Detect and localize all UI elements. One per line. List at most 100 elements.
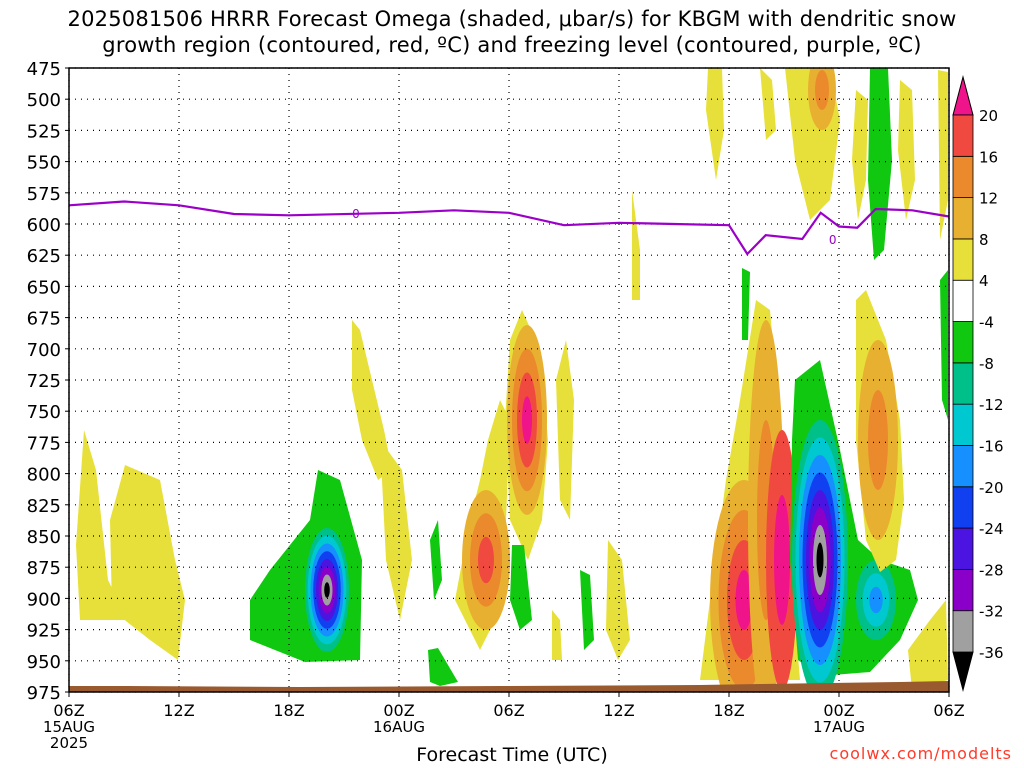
x-tick-sublabel-3-0: 16AUG — [373, 718, 425, 736]
y-tick-label-16: 875 — [27, 558, 61, 579]
colorbar-bin-6 — [952, 403, 974, 446]
colorbar-bin-9 — [952, 279, 974, 322]
area-top-02z — [898, 80, 915, 220]
y-tick-label-13: 800 — [27, 465, 61, 486]
freezing-level-label-1: 0 — [829, 233, 837, 247]
colorbar-label-4: -20 — [979, 479, 1004, 497]
colorbar-label-0: -36 — [979, 644, 1004, 662]
colorbar-label-8: -4 — [979, 314, 994, 332]
x-axis-title: Forecast Time (UTC) — [416, 744, 608, 766]
cell-16aug-19z-ring-3 — [735, 570, 753, 630]
y-tick-label-14: 825 — [27, 496, 61, 517]
x-tick-sublabel-0-1: 2025 — [50, 734, 88, 752]
y-tick-label-4: 575 — [27, 184, 61, 205]
freezing-level-line — [68, 200, 950, 256]
colorbar-bin-11 — [952, 197, 974, 240]
y-tick-label-2: 525 — [27, 121, 61, 142]
area-09z-streak — [556, 340, 574, 520]
x-tick-label-5: 12Z — [603, 701, 634, 720]
y-tick-label-12: 775 — [27, 433, 61, 454]
area-0130z-green — [430, 520, 442, 600]
ground-strip — [69, 681, 949, 692]
area-00z-lower — [380, 440, 412, 620]
colorbar-label-1: -32 — [979, 603, 1004, 621]
omega-shading — [76, 68, 948, 692]
cell-17aug-02z-ring-1 — [868, 390, 888, 490]
colorbar-label-2: -28 — [979, 561, 1004, 579]
y-tick-label-20: 975 — [27, 683, 61, 704]
freezing-level-label-0: 0 — [352, 207, 360, 221]
x-tick-label-6: 18Z — [713, 701, 744, 720]
area-top-01z-green — [868, 68, 892, 260]
area-05z-green — [940, 270, 948, 420]
x-tick-label-2: 18Z — [273, 701, 304, 720]
colorbar-bin-10 — [952, 238, 974, 281]
colorbar-label-5: -16 — [979, 437, 1004, 455]
y-tick-label-6: 625 — [27, 246, 61, 267]
x-tick-sublabel-7-0: 17AUG — [813, 718, 865, 736]
colorbar-label-6: -12 — [979, 396, 1004, 414]
x-tick-label-7: 00Z — [823, 701, 854, 720]
colorbar-label-7: -8 — [979, 355, 994, 373]
colorbar-bin-4 — [952, 486, 974, 529]
colorbar-bin-13 — [952, 114, 974, 157]
colorbar-bin-3 — [952, 527, 974, 570]
area-0130z-low-green — [428, 648, 458, 686]
area-top-18z — [706, 68, 724, 180]
x-tick-label-1: 12Z — [163, 701, 194, 720]
area-18z-green-streak — [742, 268, 750, 340]
colorbar-label-3: -24 — [979, 520, 1004, 538]
cell-16aug-0730z-ring-3 — [522, 396, 532, 444]
x-tick-sublabel-0-0: 15AUG — [43, 718, 95, 736]
title-line-1: 2025081506 HRRR Forecast Omega (shaded, … — [67, 7, 957, 31]
colorbar-label-12: 16 — [979, 148, 998, 166]
y-tick-label-9: 700 — [27, 340, 61, 361]
area-00z-streak — [352, 320, 392, 480]
area-12z-top — [632, 190, 640, 300]
y-tick-label-1: 500 — [27, 90, 61, 111]
colorbar-bin-7 — [952, 362, 974, 405]
area-10z-low — [552, 610, 562, 660]
x-tick-label-3: 00Z — [383, 701, 414, 720]
area-top-00z — [852, 90, 868, 220]
y-axis-ticks: 475 500 525 550 575 600 625 650 675 700 725 750 775 8… — [27, 59, 69, 704]
colorbar-top-arrow — [952, 75, 974, 116]
cell-16aug-05z-ring-2 — [478, 536, 494, 584]
area-08z-green — [510, 545, 532, 630]
x-tick-label-0: 06Z — [53, 701, 84, 720]
cell-17aug-01z-ring-2 — [869, 586, 883, 614]
freezing-level-contour: 00 — [68, 200, 950, 256]
x-tick-label-4: 06Z — [493, 701, 524, 720]
y-tick-label-10: 725 — [27, 371, 61, 392]
area-early-left — [76, 430, 126, 620]
colorbar-bottom-arrow — [952, 651, 974, 692]
colorbar-label-10: 8 — [979, 231, 989, 249]
y-tick-label-15: 850 — [27, 527, 61, 548]
area-top-05z — [938, 70, 948, 240]
y-tick-label-11: 750 — [27, 402, 61, 423]
colorbar-bin-5 — [952, 445, 974, 488]
y-tick-label-7: 650 — [27, 277, 61, 298]
colorbar-label-11: 12 — [979, 190, 998, 208]
y-tick-label-19: 950 — [27, 652, 61, 673]
x-tick-label-8: 06Z — [933, 701, 964, 720]
cell-15aug-20z-ring-7 — [324, 582, 330, 598]
colorbar-label-13: 20 — [979, 107, 998, 125]
colorbar-bin-1 — [952, 610, 974, 653]
cell-16aug-21z-ring-1 — [774, 495, 790, 625]
colorbar-bin-8 — [952, 321, 974, 364]
cell-top-22z-ring-1 — [815, 70, 829, 110]
area-early-mid — [110, 465, 185, 660]
chart-title: 2025081506 HRRR Forecast Omega (shaded, … — [0, 6, 1024, 58]
y-tick-label-8: 675 — [27, 309, 61, 330]
area-top-20z — [760, 68, 776, 140]
area-11z-green — [580, 570, 594, 650]
colorbar-bin-12 — [952, 155, 974, 199]
credit-text: coolwx.com/modelts — [829, 744, 1012, 763]
area-12z-yellow — [606, 540, 630, 660]
y-tick-label-17: 900 — [27, 589, 61, 610]
colorbar-label-9: 4 — [979, 272, 989, 290]
y-tick-label-18: 925 — [27, 621, 61, 642]
